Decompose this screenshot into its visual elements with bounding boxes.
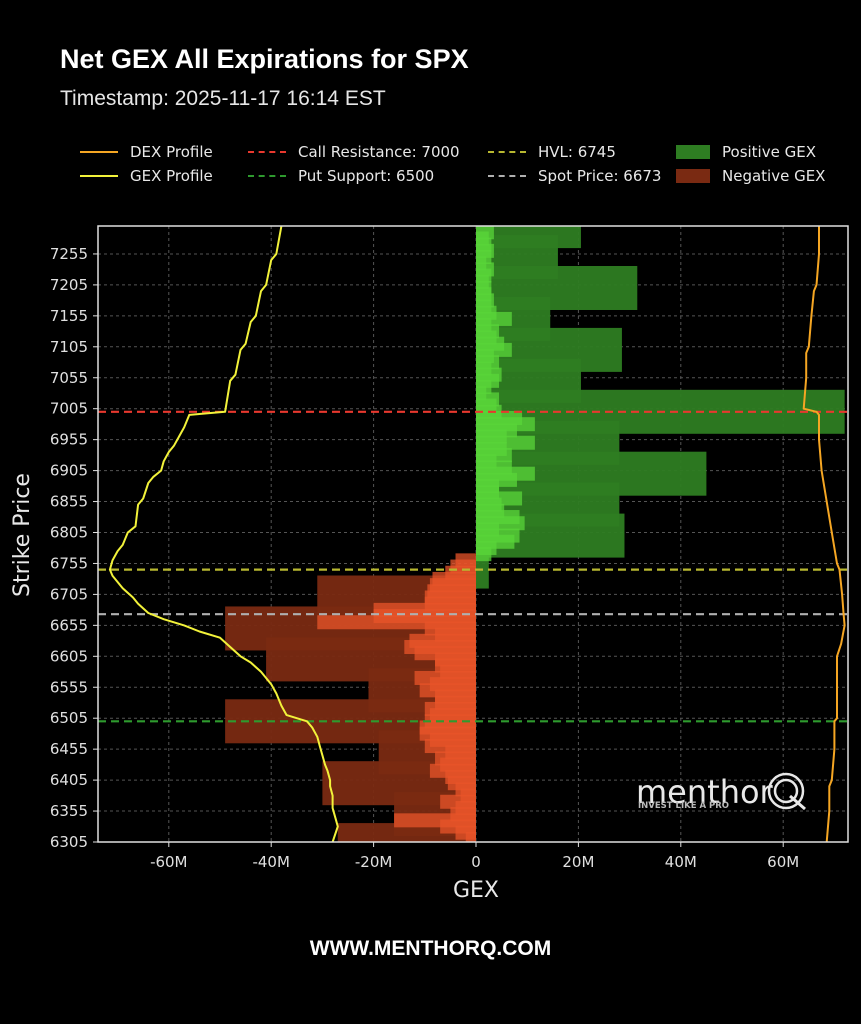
negative-gex-swatch-icon [676,169,710,183]
watermark-brand: menthor [636,773,774,811]
legend-dex-profile: DEX Profile [80,143,213,161]
y-axis-ticks: 7255 7205 7155 7105 7055 7005 6955 6905 6855 6805… [50,245,98,851]
y-tick-label: 6355 [50,802,88,820]
y-tick-label: 6405 [50,771,88,789]
y-tick-label: 6955 [50,431,88,449]
legend-put-support: Put Support: 6500 [248,167,434,185]
chart-title: Net GEX All Expirations for SPX [60,44,469,74]
legend-negative-gex: Negative GEX [676,167,825,185]
x-tick-label: -20M [355,853,392,871]
y-tick-label: 6605 [50,647,88,665]
y-tick-label: 6755 [50,554,88,572]
y-tick-label: 6555 [50,678,88,696]
hvl-swatch-icon [488,151,526,153]
y-tick-label: 7205 [50,276,88,294]
footer-url: WWW.MENTHORQ.COM [309,937,552,960]
legend-label: DEX Profile [130,143,213,161]
gex-profile-curve [108,225,339,843]
legend-label: Positive GEX [722,143,816,161]
negative-gex-minor-bar [465,831,476,842]
gex-line-swatch-icon [80,175,118,177]
x-tick-label: -40M [252,853,289,871]
y-tick-label: 6905 [50,462,88,480]
plot-frame [97,225,849,843]
y-tick-label: 6655 [50,616,88,634]
y-axis-label: Strike Price [10,473,35,597]
positive-gex-minor-bar [476,547,492,562]
y-tick-label: 6305 [50,833,88,851]
legend-label: Put Support: 6500 [298,167,435,185]
put-support-swatch-icon [248,175,286,177]
call-resistance-swatch-icon [248,151,286,153]
x-axis-label: GEX [453,878,499,903]
major-gex-bars [225,226,845,842]
spot-price-swatch-icon [488,175,526,177]
legend-label: HVL: 6745 [538,143,616,161]
legend-label: Call Resistance: 7000 [298,143,460,161]
y-tick-label: 7155 [50,307,88,325]
legend-hvl: HVL: 6745 [488,143,616,161]
chart-legend: DEX Profile GEX Profile Call Resistance:… [80,143,860,193]
dex-line-swatch-icon [80,151,118,153]
y-tick-label: 6705 [50,585,88,603]
minor-gex-bars [317,226,535,842]
watermark-tagline: INVEST LIKE A PRO [638,801,729,811]
legend-label: GEX Profile [130,167,213,185]
legend-spot-price: Spot Price: 6673 [488,167,661,185]
y-tick-label: 7005 [50,400,88,418]
y-tick-label: 6455 [50,740,88,758]
x-tick-label: 60M [767,853,799,871]
menthorq-q-logo-icon [767,772,806,811]
x-axis-ticks: -60M -40M -20M 0 20M 40M 60M [150,842,799,871]
dex-profile-curve [802,226,846,843]
x-tick-label: 0 [471,853,481,871]
x-tick-label: 20M [562,853,594,871]
positive-gex-swatch-icon [676,145,710,159]
y-tick-label: 7055 [50,369,88,387]
y-tick-label: 6505 [50,709,88,727]
x-tick-label: -60M [150,853,187,871]
legend-label: Negative GEX [722,167,826,185]
y-tick-label: 6805 [50,524,88,542]
x-tick-label: 40M [665,853,697,871]
y-tick-label: 7105 [50,338,88,356]
menthorq-watermark: menthor INVEST LIKE A PRO [636,772,806,811]
legend-positive-gex: Positive GEX [676,143,816,161]
legend-call-resistance: Call Resistance: 7000 [248,143,460,161]
y-tick-label: 7255 [50,245,88,263]
legend-gex-profile: GEX Profile [80,167,213,185]
legend-label: Spot Price: 6673 [538,167,662,185]
y-tick-label: 6855 [50,493,88,511]
chart-timestamp: Timestamp: 2025-11-17 16:14 EST [60,87,386,110]
profile-curves [108,225,846,843]
